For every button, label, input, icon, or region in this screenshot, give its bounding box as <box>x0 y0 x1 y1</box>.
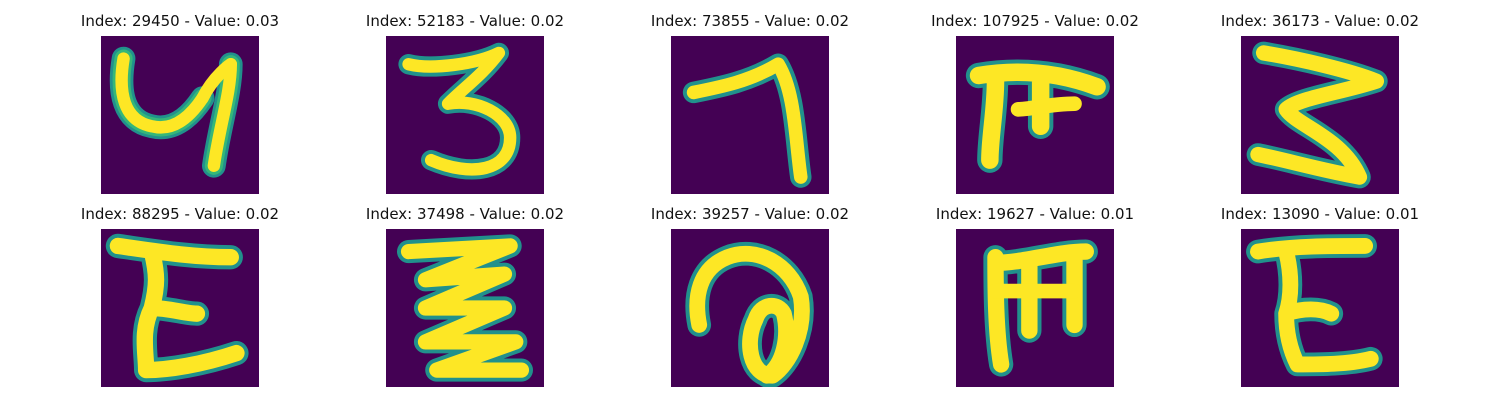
handwritten-image <box>386 36 544 194</box>
grid-cell: Index: 37498 - Value: 0.02 <box>325 201 605 391</box>
glyph-drawing <box>101 36 259 194</box>
glyph-drawing <box>671 36 829 194</box>
glyph-drawing <box>671 229 829 387</box>
handwritten-image <box>1241 229 1399 387</box>
grid-cell: Index: 36173 - Value: 0.02 <box>1180 8 1460 198</box>
glyph-drawing <box>1241 229 1399 387</box>
panel-title: Index: 29450 - Value: 0.03 <box>80 12 280 30</box>
glyph-drawing <box>386 36 544 194</box>
glyph-drawing <box>1241 36 1399 194</box>
glyph-drawing <box>956 229 1114 387</box>
panel-title: Index: 36173 - Value: 0.02 <box>1220 12 1420 30</box>
handwritten-image <box>671 36 829 194</box>
panel-title: Index: 39257 - Value: 0.02 <box>650 205 850 223</box>
grid-cell: Index: 73855 - Value: 0.02 <box>610 8 890 198</box>
panel-title: Index: 73855 - Value: 0.02 <box>650 12 850 30</box>
grid-cell: Index: 19627 - Value: 0.01 <box>895 201 1175 391</box>
grid-cell: Index: 29450 - Value: 0.03 <box>40 8 320 198</box>
handwritten-image <box>671 229 829 387</box>
grid-cell: Index: 88295 - Value: 0.02 <box>40 201 320 391</box>
glyph-drawing <box>386 229 544 387</box>
glyph-drawing <box>101 229 259 387</box>
grid-cell: Index: 107925 - Value: 0.02 <box>895 8 1175 198</box>
handwritten-image <box>956 36 1114 194</box>
panel-title: Index: 13090 - Value: 0.01 <box>1220 205 1420 223</box>
handwritten-image <box>101 229 259 387</box>
handwritten-image <box>101 36 259 194</box>
panel-title: Index: 107925 - Value: 0.02 <box>931 12 1139 30</box>
panel-title: Index: 52183 - Value: 0.02 <box>365 12 565 30</box>
handwritten-image <box>1241 36 1399 194</box>
panel-title: Index: 19627 - Value: 0.01 <box>935 205 1135 223</box>
handwritten-image <box>386 229 544 387</box>
panel-title: Index: 88295 - Value: 0.02 <box>80 205 280 223</box>
panel-title: Index: 37498 - Value: 0.02 <box>365 205 565 223</box>
handwritten-image <box>956 229 1114 387</box>
grid-cell: Index: 52183 - Value: 0.02 <box>325 8 605 198</box>
glyph-drawing <box>956 36 1114 194</box>
grid-cell: Index: 13090 - Value: 0.01 <box>1180 201 1460 391</box>
grid-cell: Index: 39257 - Value: 0.02 <box>610 201 890 391</box>
